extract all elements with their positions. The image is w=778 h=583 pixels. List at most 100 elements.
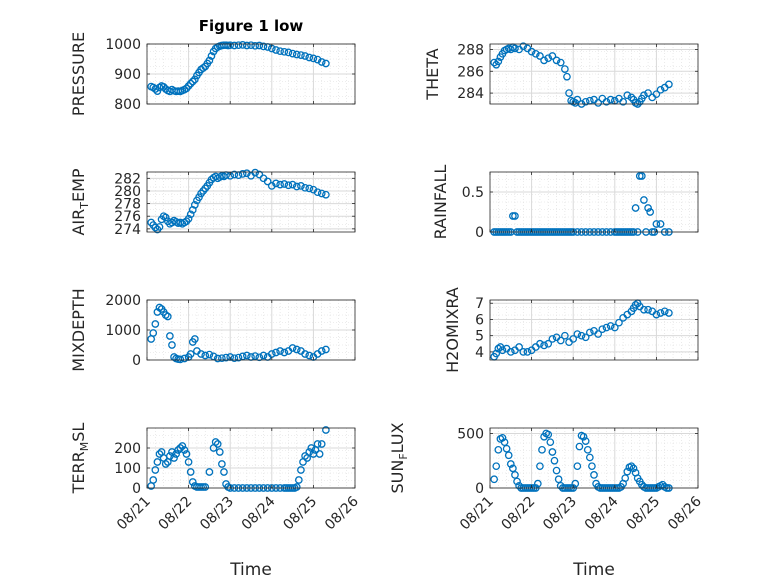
data-point (155, 303, 164, 312)
y-axis-label: RAINFALL (431, 165, 450, 240)
data-point (317, 440, 326, 448)
data-point (317, 189, 326, 198)
data-point (656, 85, 665, 94)
data-point (176, 355, 185, 364)
data-point (184, 458, 193, 466)
data-point (276, 47, 284, 56)
data-point (494, 344, 503, 353)
data-point (540, 56, 548, 65)
y-axis-label: THETA (423, 48, 442, 100)
data-point (561, 65, 569, 73)
data-point (180, 446, 189, 454)
data-point (575, 442, 584, 451)
data-point (234, 41, 243, 50)
data-point (644, 89, 652, 97)
data-point (515, 343, 523, 351)
data-point (284, 48, 293, 57)
data-point (301, 452, 309, 460)
data-point (640, 196, 648, 204)
data-point (627, 462, 636, 471)
data-point (230, 41, 239, 50)
minor-grid (490, 300, 698, 360)
data-point (288, 180, 297, 189)
axes-frame (489, 171, 699, 233)
data-point (222, 353, 230, 362)
axes-background (490, 44, 698, 104)
y-tick-label: 288 (457, 42, 484, 58)
data-point (211, 44, 220, 53)
data-point (313, 188, 322, 197)
data-point (511, 212, 519, 220)
minor-grid (490, 428, 698, 488)
data-point (284, 181, 293, 190)
data-point (590, 471, 598, 479)
data-point (552, 56, 561, 65)
data-point (538, 445, 546, 454)
data-series (147, 303, 330, 364)
data-point (583, 445, 592, 454)
minor-grid (490, 44, 698, 104)
axes-background (147, 428, 355, 488)
data-point (297, 182, 305, 190)
data-point (155, 450, 164, 458)
axes-background (490, 172, 698, 232)
data-point (322, 190, 330, 199)
data-point (623, 91, 632, 100)
data-point (297, 51, 305, 59)
data-point (213, 440, 222, 448)
data-point (500, 438, 509, 447)
data-point (536, 52, 544, 60)
data-point (288, 344, 297, 352)
data-point (315, 450, 324, 458)
data-point (186, 79, 195, 88)
data-point (215, 448, 224, 456)
subplot-mixdepth: 0 1000 2000 MIXDEPTH (69, 288, 356, 372)
data-point (292, 345, 301, 354)
data-point (631, 301, 640, 309)
data-point (606, 95, 615, 104)
data-point (492, 462, 501, 471)
data-point (494, 57, 503, 66)
data-point (581, 437, 590, 445)
x-axis-label-left: Time (229, 560, 272, 580)
data-point (280, 180, 289, 188)
y-tick-label: 284 (457, 86, 484, 102)
data-point (301, 52, 309, 60)
data-point (184, 214, 193, 223)
data-point (251, 352, 260, 360)
data-series (490, 299, 673, 361)
y-tick-label: 1000 (105, 323, 141, 339)
data-point (594, 330, 603, 338)
data-point (544, 54, 553, 63)
data-point (263, 177, 272, 186)
data-point (573, 95, 582, 104)
minor-grid (490, 172, 698, 232)
data-point (276, 180, 284, 189)
data-point (585, 328, 594, 337)
data-point (242, 351, 251, 360)
data-point (292, 182, 301, 191)
data-point (172, 450, 180, 458)
data-point (230, 170, 239, 179)
data-point (188, 77, 197, 86)
axes-frame (146, 427, 356, 489)
data-point (292, 50, 301, 59)
data-point (151, 223, 160, 232)
data-point (569, 335, 578, 343)
data-point (259, 42, 268, 51)
data-point (178, 442, 187, 450)
data-point (644, 305, 652, 314)
data-point (606, 322, 615, 330)
data-point (301, 350, 309, 358)
data-point (631, 204, 640, 212)
data-point (188, 478, 197, 486)
data-point (209, 352, 218, 361)
y-tick-label: 5 (475, 329, 484, 345)
data-point (629, 464, 638, 473)
data-point (322, 345, 330, 354)
data-point (166, 332, 174, 340)
subplot-rainfall: 0 0.5 RAINFALL (431, 165, 699, 241)
axes-frame (489, 299, 699, 361)
